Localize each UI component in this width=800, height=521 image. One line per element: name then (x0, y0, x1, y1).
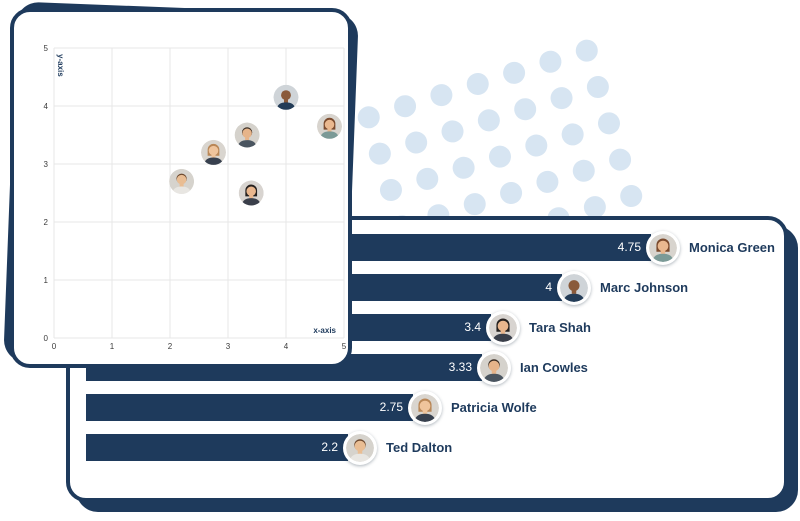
avatar-ring (557, 270, 591, 305)
decor-dot (573, 36, 601, 65)
avatar (560, 273, 588, 302)
decor-dot (595, 109, 623, 138)
decor-dot (606, 145, 634, 174)
scatter-chart: 0 1 2 3 4 5 0 1 2 3 4 5 (14, 12, 348, 364)
bar-row: 4.75 Monica Green (86, 230, 784, 265)
decor-dot (570, 157, 598, 185)
scatter-plot-svg: 0 1 2 3 4 5 0 1 2 3 4 5 (44, 44, 347, 351)
bar-value-label: 4.75 (617, 240, 641, 254)
scatter-chart-panel: 0 1 2 3 4 5 0 1 2 3 4 5 y-axis x-axis (10, 8, 352, 368)
person-name: Tara Shah (529, 320, 591, 335)
x-tick-label: 1 (110, 342, 115, 351)
bar-value-label: 4 (545, 280, 552, 294)
decor-dot (355, 103, 383, 132)
avatar (411, 393, 439, 422)
x-axis-title: x-axis (313, 326, 336, 335)
decor-dot (366, 139, 394, 168)
avatar (489, 313, 517, 342)
y-tick-label: 2 (44, 218, 49, 227)
decor-dot (584, 73, 612, 101)
decor-dot (377, 176, 405, 204)
decor-dot (533, 168, 562, 196)
scatter-point (273, 84, 299, 110)
bar-value-label: 3.33 (448, 360, 472, 374)
decor-dot (461, 190, 489, 218)
person-name: Patricia Wolfe (451, 400, 537, 415)
avatar-ring (486, 310, 520, 345)
y-axis-title: y-axis (56, 54, 65, 77)
decor-dot (547, 84, 576, 112)
y-tick-label: 4 (44, 102, 49, 111)
decor-dot (413, 165, 442, 193)
avatar-ring (408, 390, 442, 425)
decor-dot (449, 154, 478, 182)
scatter-point (238, 180, 264, 206)
decor-dot (475, 106, 503, 135)
x-tick-label: 5 (342, 342, 347, 351)
bar: 2.2 (86, 434, 348, 461)
decor-dot (438, 117, 467, 146)
decor-dot (402, 128, 430, 157)
decor-dot (536, 48, 565, 76)
scatter-point (234, 122, 260, 148)
decor-dot (500, 59, 528, 87)
bar-value-label: 2.2 (321, 440, 338, 454)
y-tick-label: 5 (44, 44, 49, 53)
y-tick-label: 1 (44, 276, 49, 285)
avatar-ring (477, 350, 511, 385)
bar-row: 2.2 Ted Dalton (86, 430, 784, 465)
decor-dot (427, 81, 456, 109)
person-name: Marc Johnson (600, 280, 689, 295)
decor-dot (391, 92, 419, 120)
scatter-point (201, 139, 226, 165)
avatar (480, 353, 508, 382)
person-name: Ian Cowles (520, 360, 588, 375)
x-tick-label: 2 (168, 342, 173, 351)
decor-dot (497, 179, 525, 207)
avatar-ring (343, 430, 377, 465)
decor-dot (558, 120, 587, 149)
decor-dot (464, 70, 492, 98)
scatter-point (169, 168, 195, 194)
bar: 2.75 (86, 394, 413, 421)
x-tick-label: 0 (52, 342, 57, 351)
y-tick-label: 0 (44, 334, 49, 343)
avatar (649, 233, 677, 262)
bar-row: 2.75 Patricia Wolfe (86, 390, 784, 425)
decor-dot (617, 182, 645, 210)
x-tick-label: 3 (226, 342, 231, 351)
decor-dot (511, 95, 539, 123)
bar-value-label: 3.4 (464, 320, 481, 334)
bar-value-label: 2.75 (379, 400, 403, 414)
y-tick-label: 3 (44, 160, 49, 169)
decor-dot (522, 131, 551, 160)
person-name: Monica Green (689, 240, 775, 255)
person-name: Ted Dalton (386, 440, 453, 455)
avatar (346, 433, 374, 462)
avatar-ring (646, 230, 680, 265)
scatter-point (317, 113, 342, 139)
decor-dot (486, 142, 514, 171)
x-tick-label: 4 (284, 342, 289, 351)
